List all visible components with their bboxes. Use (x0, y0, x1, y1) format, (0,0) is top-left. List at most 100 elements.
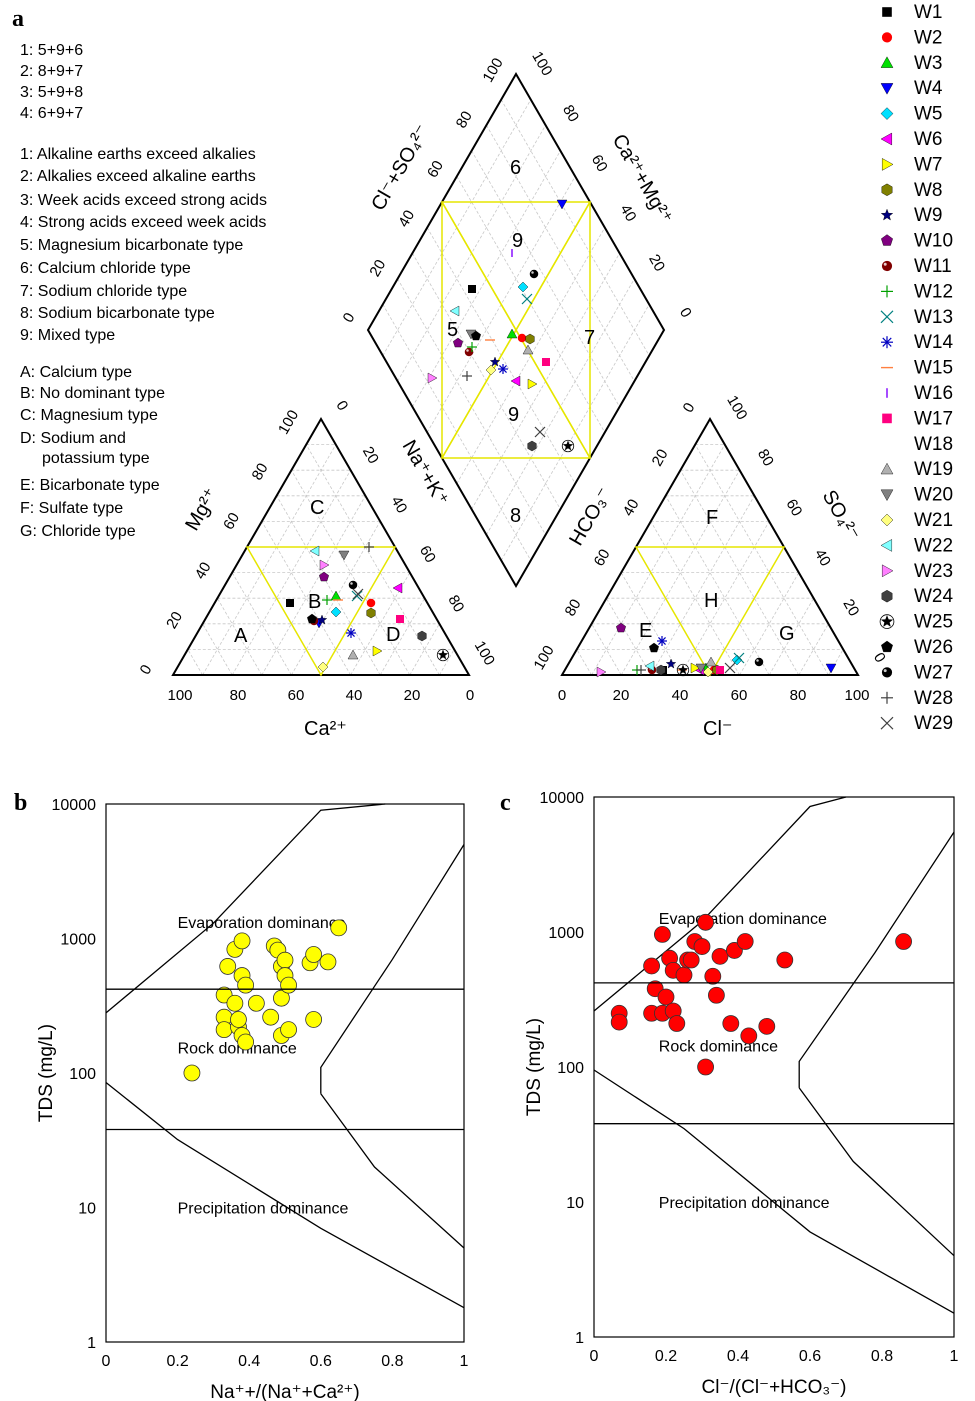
y-tick-label: 100 (557, 1060, 584, 1077)
tick-hco3: 60 (591, 546, 614, 569)
tick-cl: 80 (790, 687, 807, 704)
legend: W1 W2 W3 W4 W5 W6 W7 W8 W9 W10 W11 W12 W13 W14 W15 W16 W… (879, 2, 954, 734)
data-point (740, 1027, 758, 1045)
legend-marker (881, 183, 893, 197)
legend-marker (881, 234, 893, 246)
note-class: G: Chloride type (20, 523, 136, 540)
tick-ca: 20 (404, 687, 421, 704)
note-class: potassium type (42, 450, 150, 467)
axis-title-camg: Ca²⁺+Mg²⁺ (608, 131, 677, 228)
tick-clso4: 40 (395, 207, 418, 230)
grid-line (291, 469, 411, 676)
piper-point-w7 (527, 378, 538, 390)
piper-point-w12 (322, 595, 332, 605)
diamond-region-9-bottom: 9 (508, 404, 519, 426)
piper-notes: 1: 5+9+6 2: 8+9+7 3: 5+9+8 4: 6+9+7 1: A… (20, 42, 267, 540)
grid-line (620, 469, 740, 676)
legend-marker (881, 285, 893, 298)
data-point (276, 951, 294, 969)
tick-cl: 20 (613, 687, 630, 704)
data-point (697, 1058, 714, 1076)
piper-point-w21 (702, 666, 714, 678)
data-point (226, 994, 244, 1012)
data-point (230, 1011, 247, 1028)
data-point (237, 976, 255, 994)
tick-camg: 20 (645, 251, 668, 274)
piper-point-w14 (657, 636, 667, 646)
anion-region-f: F (706, 507, 718, 529)
note-type: 8: Sodium bicarbonate type (20, 305, 215, 322)
piper-point-w17 (716, 666, 724, 674)
data-point (183, 1064, 201, 1082)
diamond-region-9-top: 9 (512, 230, 523, 252)
piper-point-w10 (453, 337, 463, 348)
legend-label: W21 (914, 510, 953, 531)
piper-point-w28 (462, 371, 472, 381)
piper-point-w9 (316, 614, 328, 625)
legend-label: W28 (914, 688, 953, 709)
note-class: D: Sodium and (20, 430, 126, 447)
piper-point-w6 (392, 582, 403, 594)
anion-region-g: G (779, 623, 795, 645)
legend-label: W20 (914, 485, 953, 506)
x-tick-label: 1 (950, 1348, 959, 1365)
legend-marker (880, 208, 894, 221)
piper-point-w9 (665, 658, 677, 669)
note-combo: 3: 5+9+8 (20, 84, 83, 101)
piper-grid (187, 99, 844, 676)
x-tick-label: 0.6 (799, 1348, 821, 1365)
data-point (657, 988, 675, 1006)
tick-cl: 40 (672, 687, 689, 704)
axis-title-hco3: HCO₃⁻ (565, 484, 616, 550)
piper-point-w24 (527, 440, 537, 452)
piper-point-w13 (521, 293, 533, 305)
tick-clso4: 20 (366, 257, 389, 280)
grid-line (276, 495, 381, 676)
tick-mg: 100 (275, 407, 302, 437)
x-tick-label: 0.8 (871, 1348, 893, 1365)
note-type: 7: Sodium chloride type (20, 283, 187, 300)
legend-label: W27 (914, 662, 953, 683)
tick-ca: 0 (466, 687, 474, 704)
plot-frame (105, 803, 465, 1343)
legend-marker (880, 83, 894, 95)
piper-point-w10 (616, 622, 626, 633)
piper-point-w11 (464, 347, 474, 357)
data-point (736, 933, 754, 950)
data-point (776, 951, 794, 969)
legend-label: W4 (914, 78, 943, 99)
data-point (693, 938, 711, 955)
legend-label: W12 (914, 281, 953, 302)
note-combo: 2: 8+9+7 (20, 63, 83, 80)
gibbs-boundary-curve (320, 1093, 465, 1249)
piper-points (286, 199, 837, 678)
grid-line (665, 495, 770, 676)
x-tick-label: 0 (590, 1348, 599, 1365)
piper-point-w8 (366, 607, 376, 619)
tick-so4: 60 (782, 496, 805, 519)
legend-label: W18 (914, 434, 953, 455)
note-combo: 4: 6+9+7 (20, 105, 83, 122)
x-tick-label: 1 (460, 1353, 469, 1370)
piper-point-w5 (330, 606, 342, 618)
data-point (675, 966, 693, 984)
piper-point-w2 (366, 598, 376, 608)
diamond-yellow-line (441, 201, 591, 459)
zone-label: Precipitation dominance (659, 1195, 830, 1212)
piper-point-w20 (695, 663, 707, 674)
piper-point-w29 (534, 426, 546, 438)
legend-label: W19 (914, 459, 953, 480)
gibbs-plot-c: 0 0.2 0.4 0.6 0.8 1 1 10 100 1000 10000 Cl⁻/(Cl⁻+HC… (524, 790, 959, 1398)
gibbs-boundary-curve (798, 831, 955, 1088)
tick-cl: 0 (558, 687, 566, 704)
piper-point-w28 (364, 542, 374, 552)
anion-yellow-region (634, 546, 786, 677)
grid-line (694, 444, 829, 676)
data-point (273, 989, 290, 1007)
piper-point-w4 (825, 663, 837, 674)
legend-label: W1 (914, 2, 943, 23)
legend-marker (881, 667, 893, 678)
data-point (305, 1011, 323, 1028)
tick-camg: 0 (676, 305, 695, 321)
